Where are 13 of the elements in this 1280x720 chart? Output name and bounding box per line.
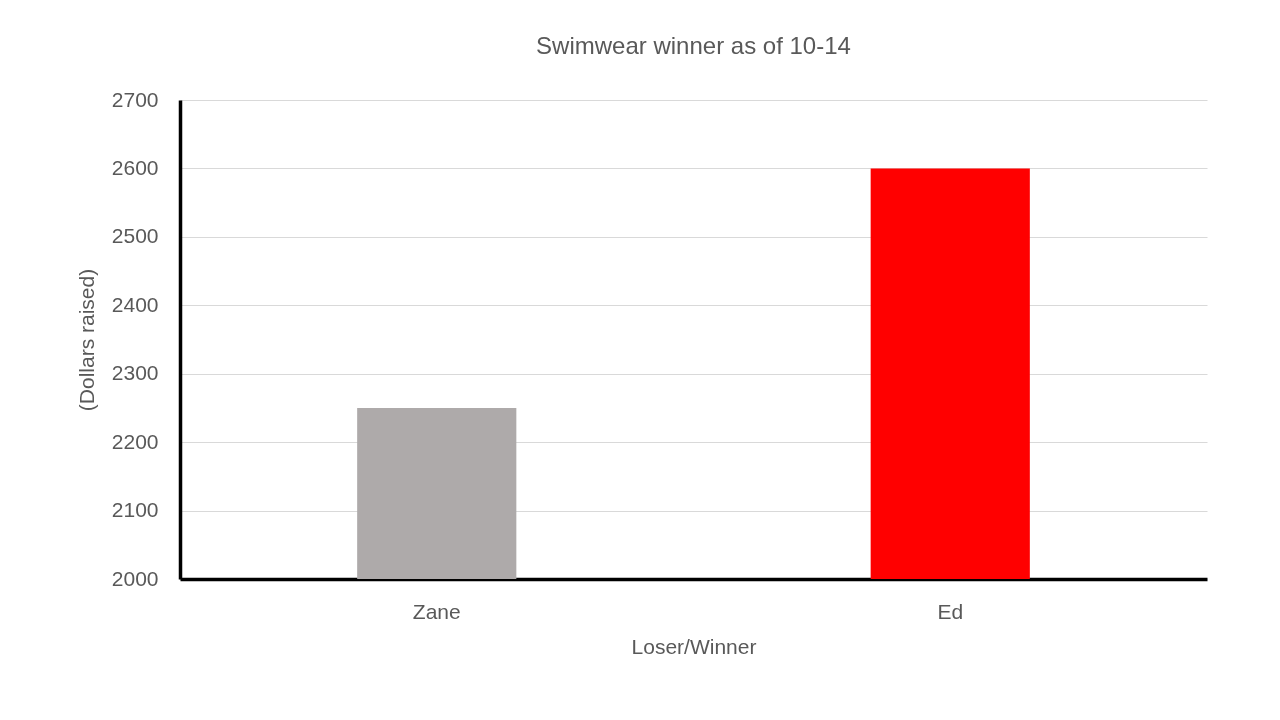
- y-tick-label: 2600: [111, 155, 159, 179]
- y-tick-label: 2300: [111, 361, 159, 385]
- y-tick-label: 2000: [111, 566, 159, 590]
- y-tick-label: 2500: [111, 224, 159, 248]
- chart-title: Swimwear winner as of 10-14: [536, 32, 851, 59]
- x-axis-title: Loser/Winner: [631, 634, 757, 658]
- y-tick-label: 2400: [111, 292, 159, 316]
- y-axis-title: (Dollars raised): [74, 268, 98, 412]
- y-tick-label: 2200: [111, 429, 159, 453]
- y-tick-label: 2700: [111, 87, 159, 111]
- x-tick-label: Zane: [412, 599, 461, 623]
- x-tick-label: Ed: [937, 599, 964, 623]
- y-tick-label: 2100: [111, 498, 159, 522]
